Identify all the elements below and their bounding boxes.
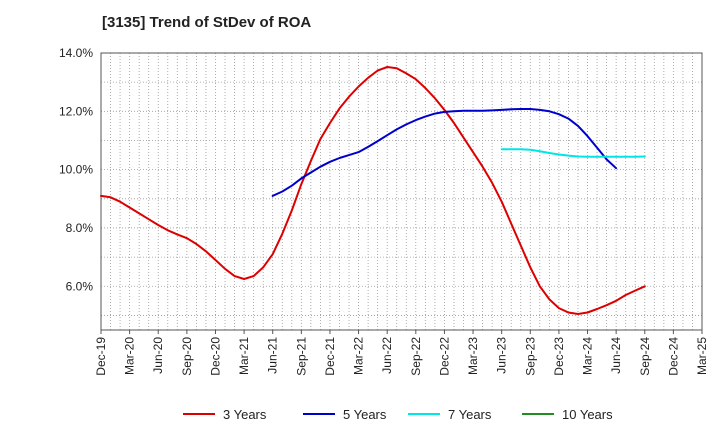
series-lines xyxy=(100,66,646,315)
legend-5-years-label: 5 Years xyxy=(343,407,387,422)
x-tick-label: Dec-24 xyxy=(666,337,680,376)
plot-frame xyxy=(100,52,703,331)
legend-7-years-label: 7 Years xyxy=(448,407,492,422)
x-tick-label: Sep-23 xyxy=(523,337,537,376)
x-tick-label: Mar-25 xyxy=(695,337,709,375)
x-axis: Dec-19 Mar-20 Jun-20 Sep-20 Dec-20 Mar-21 Jun-… xyxy=(94,330,709,376)
x-tick-label: Sep-20 xyxy=(180,337,194,376)
x-tick-label: Dec-20 xyxy=(208,337,222,376)
x-tick-label: Dec-19 xyxy=(94,337,108,376)
y-axis: 14.0% 12.0% 10.0% 8.0% 6.0% xyxy=(59,46,93,293)
x-tick-label: Dec-23 xyxy=(552,337,566,376)
legend-10-years-label: 10 Years xyxy=(562,407,613,422)
x-tick-label: Jun-22 xyxy=(380,337,394,374)
grid xyxy=(101,52,702,330)
series-line-5-years xyxy=(271,108,618,197)
x-tick-label: Jun-24 xyxy=(609,337,623,374)
series-line-7-years xyxy=(500,148,646,158)
y-tick-label: 14.0% xyxy=(59,46,93,60)
x-tick-label: Sep-24 xyxy=(638,337,652,376)
legend: 3 Years 5 Years 7 Years 10 Years xyxy=(183,407,613,422)
x-tick-label: Mar-24 xyxy=(581,337,595,375)
x-tick-label: Mar-20 xyxy=(123,337,137,375)
x-tick-label: Dec-22 xyxy=(437,337,451,376)
y-tick-label: 6.0% xyxy=(66,279,94,293)
x-tick-label: Sep-22 xyxy=(409,337,423,376)
series-line-3-years xyxy=(100,66,646,315)
x-tick-label: Mar-23 xyxy=(466,337,480,375)
y-tick-label: 8.0% xyxy=(66,221,94,235)
x-tick-label: Jun-23 xyxy=(495,337,509,374)
y-tick-label: 12.0% xyxy=(59,104,93,118)
x-tick-label: Mar-21 xyxy=(237,337,251,375)
x-tick-label: Sep-21 xyxy=(294,337,308,376)
legend-3-years-label: 3 Years xyxy=(223,407,267,422)
x-tick-label: Jun-21 xyxy=(266,337,280,374)
x-tick-label: Jun-20 xyxy=(151,337,165,374)
chart-title: [3135] Trend of StDev of ROA xyxy=(102,14,312,31)
x-tick-label: Dec-21 xyxy=(323,337,337,376)
x-tick-label: Mar-22 xyxy=(352,337,366,375)
y-tick-label: 10.0% xyxy=(59,163,93,177)
